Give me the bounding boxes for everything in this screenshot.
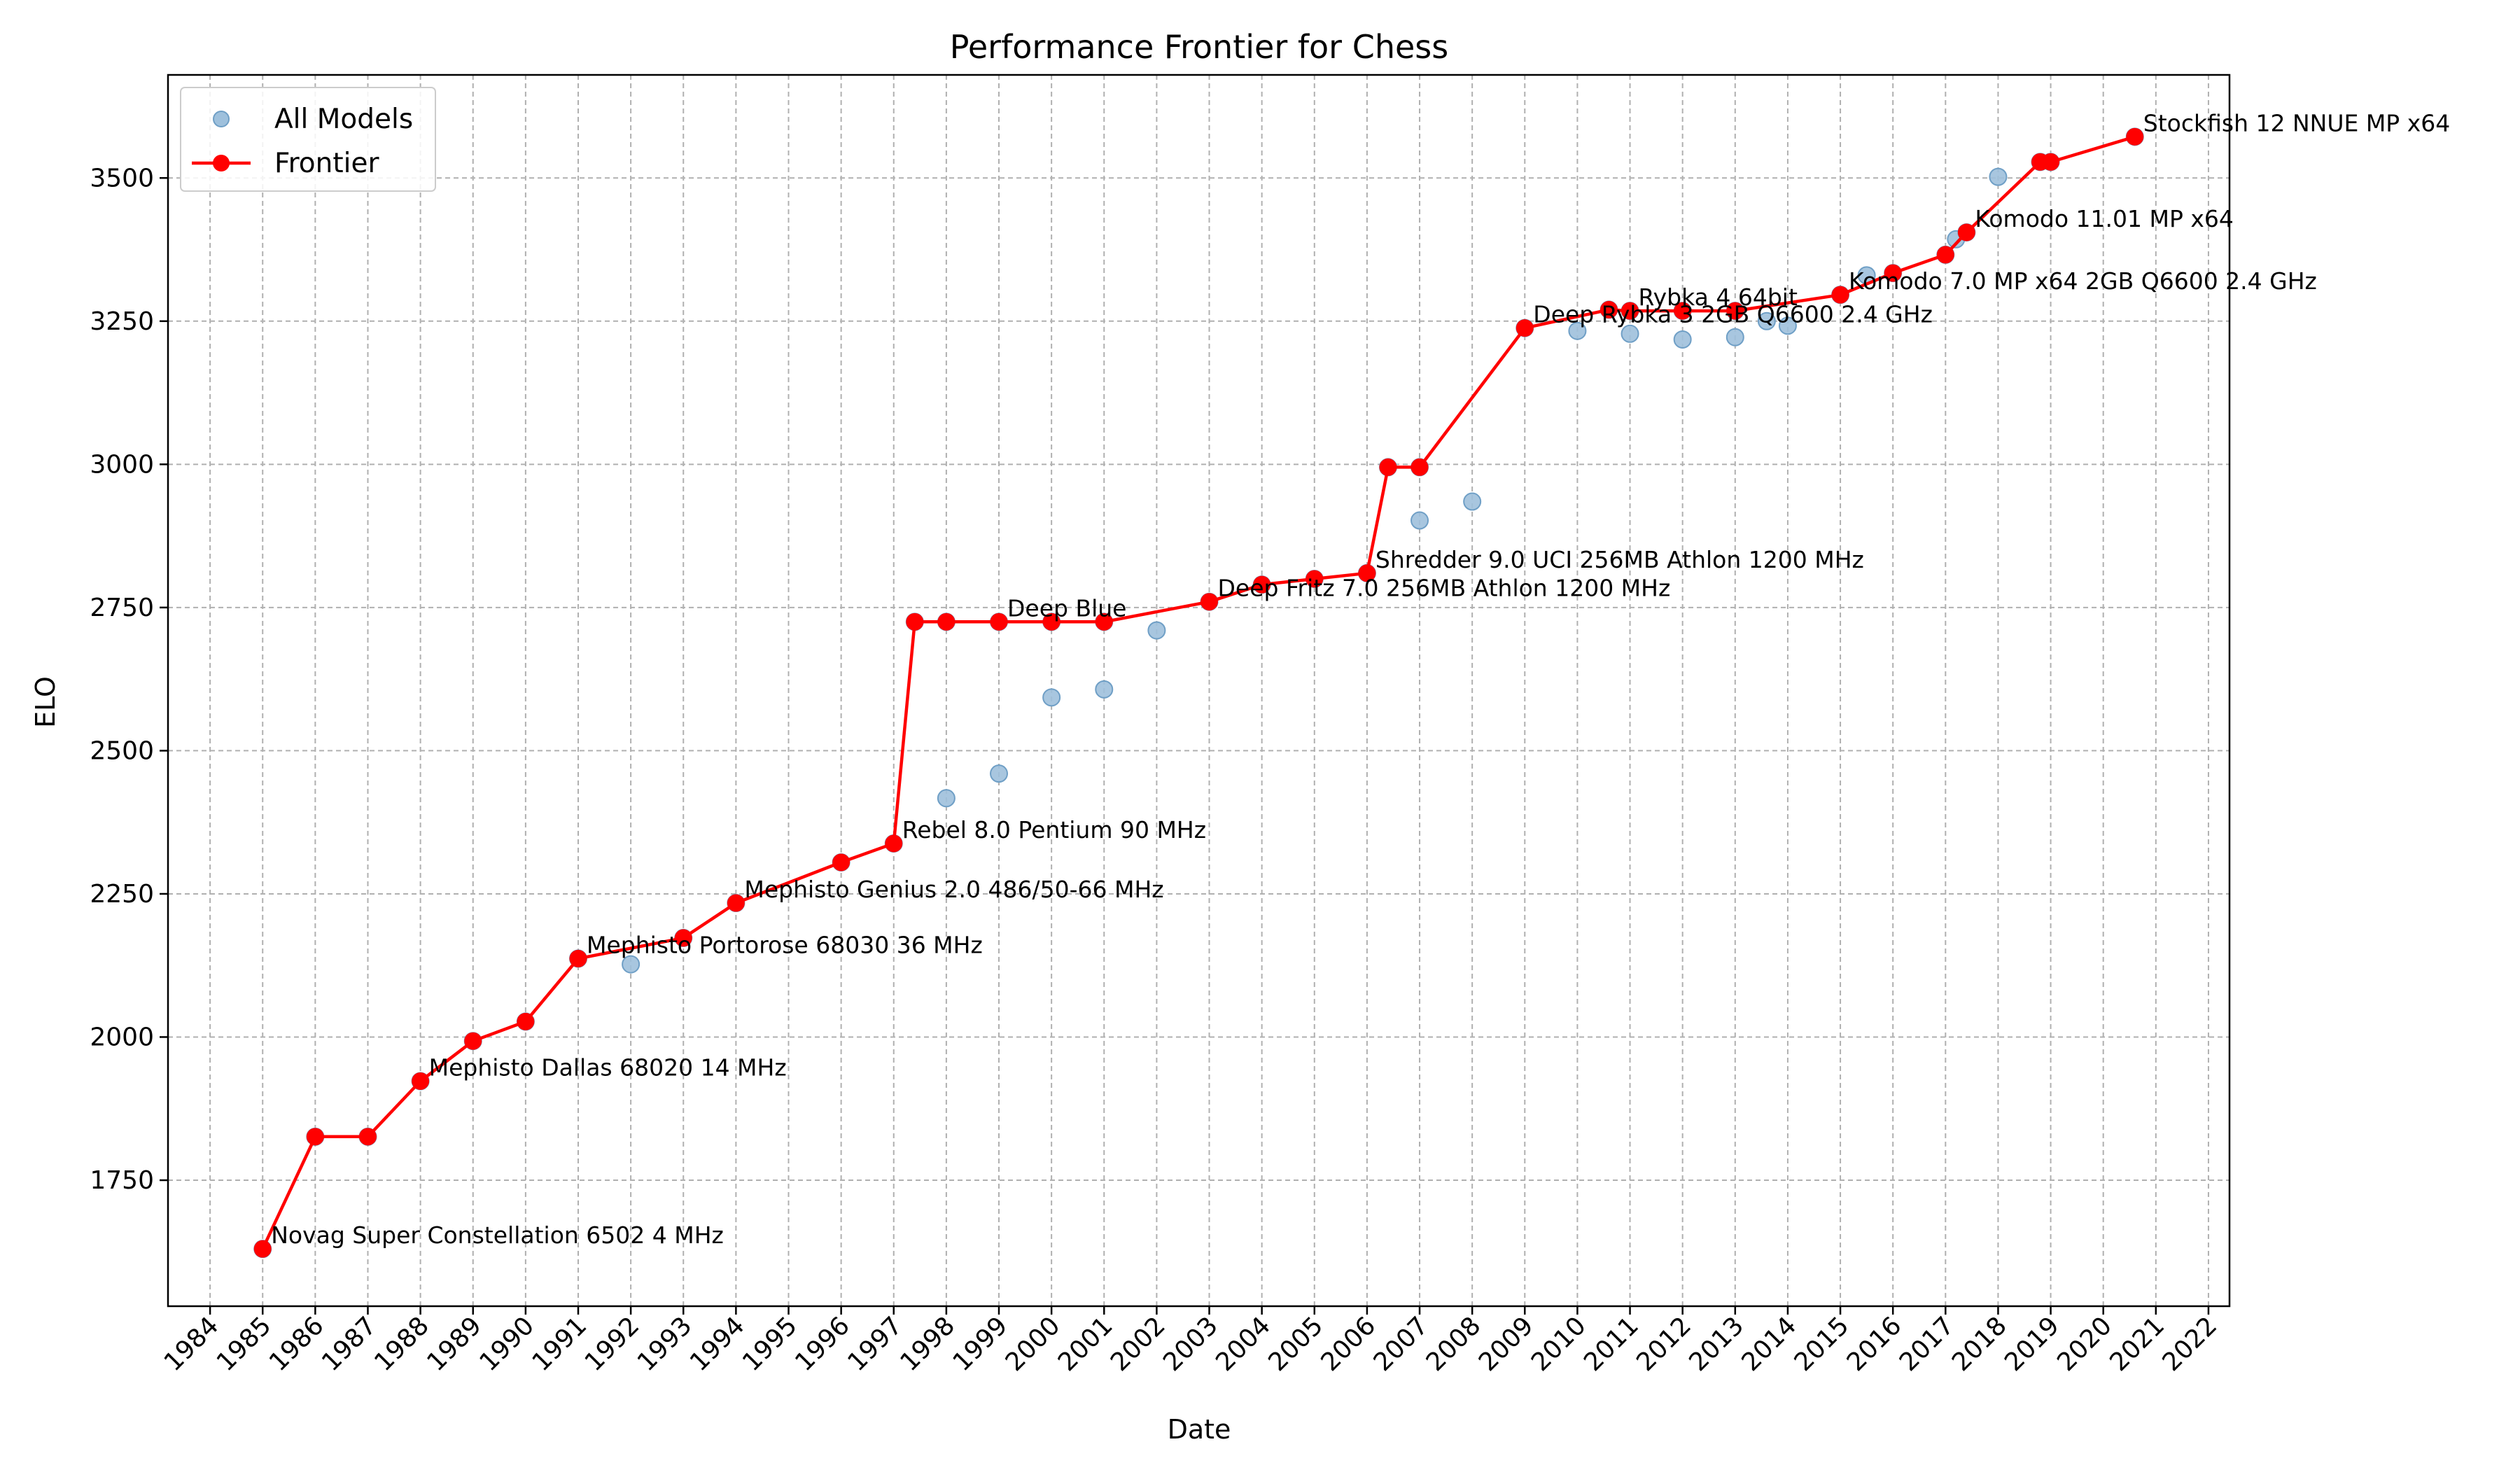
frontier-point [1674, 302, 1692, 320]
frontier-point [1410, 458, 1429, 476]
annotation-label: Deep Blue [1007, 594, 1126, 622]
frontier-point [358, 1128, 377, 1146]
legend: All Models Frontier [180, 87, 436, 192]
frontier-line [261, 135, 2136, 1250]
frontier-point [1306, 570, 1324, 588]
y-tick-label: 3250 [90, 307, 154, 336]
all-models-point [1620, 324, 1639, 343]
x-axis-label: Date [1168, 1414, 1231, 1445]
plot-frame [167, 74, 2231, 1308]
frontier-point [1726, 302, 1744, 320]
y-tick-label: 2500 [90, 736, 154, 765]
frontier-point [937, 612, 955, 631]
annotation-label: Komodo 7.0 MP x64 2GB Q6600 2.4 GHz [1849, 267, 2317, 295]
y-tick-label: 1750 [90, 1166, 154, 1195]
frontier-point [306, 1128, 324, 1146]
frontier-point [832, 853, 850, 872]
frontier-point [885, 834, 903, 853]
annotations: Novag Super Constellation 6502 4 MHz Meph… [271, 109, 2450, 1249]
frontier-point [253, 1240, 272, 1258]
annotation-label: Deep Fritz 7.0 256MB Athlon 1200 MHz [1218, 575, 1671, 602]
legend-marker-frontier [213, 155, 230, 172]
y-tick-label: 2000 [90, 1023, 154, 1051]
annotation-label: Novag Super Constellation 6502 4 MHz [271, 1222, 724, 1249]
all-models-point [1989, 167, 2008, 186]
y-tick-label: 3000 [90, 450, 154, 479]
annotation-label: Deep Rybka 3 2GB Q6600 2.4 GHz [1533, 301, 1933, 328]
frontier-point [2042, 153, 2060, 171]
frontier-point [1884, 264, 1902, 282]
frontier-point [517, 1012, 535, 1030]
y-tick-label: 2750 [90, 594, 154, 622]
frontier-series [253, 127, 2144, 1258]
annotation-label: Mephisto Dallas 68020 14 MHz [429, 1054, 787, 1081]
frontier-point [1600, 300, 1618, 318]
all-models-point [622, 955, 640, 974]
frontier-point [1831, 286, 1849, 304]
y-tick-label: 2250 [90, 880, 154, 909]
all-models-point [1042, 688, 1061, 707]
annotation-label: Mephisto Genius 2.0 486/50-66 MHz [744, 876, 1163, 903]
frontier-point [1200, 593, 1219, 611]
all-models-point [1147, 621, 1166, 640]
frontier-point [674, 929, 692, 947]
all-models-point [1778, 316, 1797, 335]
annotation-label: Rebel 8.0 Pentium 90 MHz [902, 816, 1206, 844]
legend-marker-all-models [213, 111, 230, 127]
frontier-point [1095, 612, 1113, 631]
all-models-point [937, 789, 955, 808]
frontier-point [412, 1072, 430, 1090]
grid [168, 75, 2230, 1306]
frontier-point [1516, 319, 1534, 337]
frontier-point [1379, 458, 1397, 476]
frontier-point [906, 612, 924, 631]
frontier-point [1957, 223, 1975, 241]
frontier-point [1042, 612, 1060, 631]
legend-box [180, 87, 436, 192]
all-models-point [1568, 321, 1587, 340]
legend-label-all-models: All Models [274, 104, 413, 135]
frontier-point [727, 894, 745, 912]
frontier-point [1621, 302, 1639, 320]
frontier-point [990, 612, 1008, 631]
legend-label-frontier: Frontier [274, 148, 379, 179]
frontier-point [569, 949, 587, 967]
annotation-label: Rybka 4 64bit [1639, 284, 1798, 311]
y-axis-label: ELO [30, 676, 61, 728]
frontier-point [2126, 127, 2144, 146]
frontier-point [464, 1032, 482, 1050]
frontier-point [1936, 246, 1954, 264]
annotation-label: Mephisto Portorose 68030 36 MHz [587, 931, 983, 958]
y-tick-label: 3500 [90, 164, 154, 192]
all-models-point [1463, 492, 1482, 511]
annotation-label: Stockfish 12 NNUE MP x64 [2143, 109, 2450, 136]
annotation-label: Shredder 9.0 UCI 256MB Athlon 1200 MHz [1376, 546, 1864, 573]
all-models-point [1095, 680, 1114, 699]
all-models-point [1673, 330, 1692, 349]
all-models-point [1410, 511, 1429, 530]
frontier-point [1253, 575, 1271, 594]
all-models-point [1757, 312, 1776, 330]
frontier-point [1358, 564, 1376, 582]
all-models-point [1726, 328, 1744, 346]
all-models-point [990, 764, 1009, 783]
annotation-label: Komodo 11.01 MP x64 [1975, 205, 2234, 232]
chart-title: Performance Frontier for Chess [950, 28, 1448, 66]
